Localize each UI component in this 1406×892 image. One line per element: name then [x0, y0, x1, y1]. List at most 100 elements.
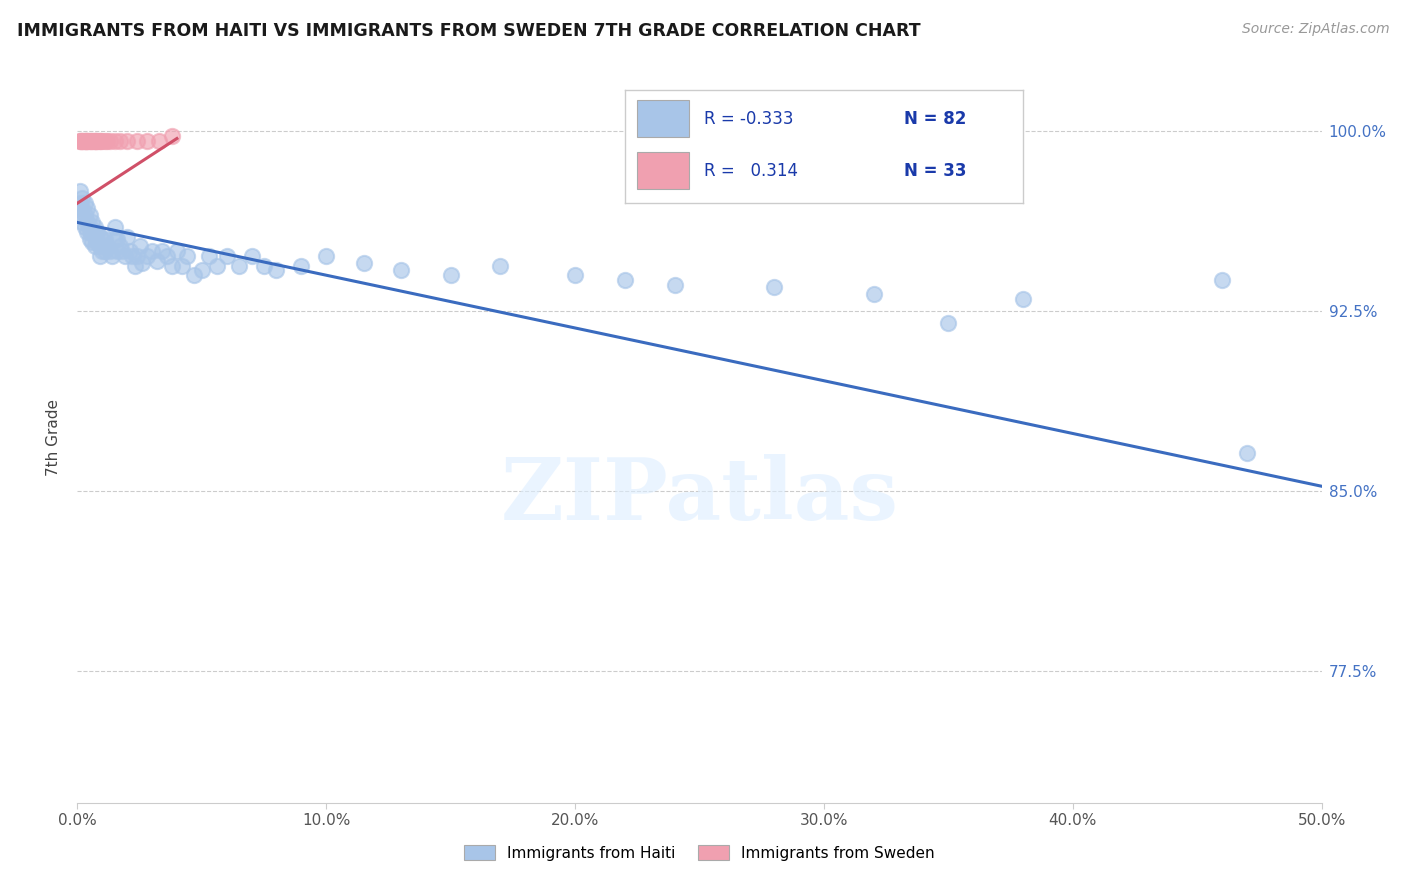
Y-axis label: 7th Grade: 7th Grade: [46, 399, 62, 475]
Point: [191, 263, 214, 277]
Point: [72, 201, 94, 215]
Point: [176, 249, 198, 263]
Point: [205, 259, 228, 273]
Point: [115, 230, 138, 244]
Text: ZIPatlas: ZIPatlas: [501, 454, 898, 538]
Point: [108, 134, 131, 148]
Point: [136, 134, 159, 148]
Point: [105, 244, 128, 259]
Point: [86, 134, 108, 148]
Point: [564, 268, 586, 283]
Point: [315, 249, 337, 263]
Point: [664, 277, 686, 292]
Legend: Immigrants from Haiti, Immigrants from Sweden: Immigrants from Haiti, Immigrants from S…: [457, 837, 942, 868]
Point: [166, 244, 188, 259]
Point: [76, 201, 98, 215]
Point: [862, 287, 884, 301]
Point: [1211, 273, 1233, 287]
Point: [150, 244, 173, 259]
Point: [83, 220, 105, 235]
Point: [489, 259, 512, 273]
Point: [125, 249, 148, 263]
Point: [89, 239, 111, 253]
Point: [79, 134, 101, 148]
Point: [125, 134, 148, 148]
Point: [72, 208, 94, 222]
Point: [1012, 292, 1035, 306]
Point: [111, 244, 134, 259]
Point: [228, 259, 250, 273]
Point: [72, 215, 94, 229]
Point: [115, 134, 138, 148]
Point: [76, 134, 98, 148]
Point: [89, 134, 111, 148]
Point: [253, 259, 276, 273]
Point: [82, 225, 104, 239]
Point: [240, 249, 263, 263]
Point: [98, 244, 121, 259]
Point: [69, 134, 91, 148]
Point: [104, 232, 127, 246]
Point: [76, 134, 98, 148]
Point: [170, 259, 193, 273]
Text: Source: ZipAtlas.com: Source: ZipAtlas.com: [1241, 22, 1389, 37]
Point: [108, 239, 131, 253]
Point: [69, 184, 91, 198]
Point: [82, 134, 104, 148]
Point: [124, 259, 146, 273]
Point: [72, 134, 94, 148]
Point: [89, 249, 111, 263]
Point: [83, 239, 105, 253]
Point: [83, 134, 105, 148]
Point: [73, 208, 96, 222]
Point: [146, 253, 169, 268]
Point: [79, 134, 101, 148]
Point: [91, 244, 114, 259]
Point: [91, 232, 114, 246]
Point: [136, 249, 159, 263]
Point: [439, 268, 461, 283]
Point: [266, 263, 288, 277]
Point: [93, 134, 115, 148]
Point: [131, 256, 153, 270]
Point: [76, 225, 98, 239]
Point: [72, 134, 94, 148]
Point: [215, 249, 238, 263]
Point: [76, 215, 98, 229]
Point: [105, 232, 128, 246]
Point: [118, 244, 141, 259]
Point: [96, 134, 118, 148]
Point: [763, 280, 786, 294]
Point: [86, 134, 108, 148]
Point: [389, 263, 412, 277]
Point: [79, 232, 101, 246]
Point: [73, 134, 96, 148]
Point: [69, 134, 91, 148]
Point: [114, 249, 136, 263]
Point: [82, 215, 104, 229]
Point: [148, 134, 170, 148]
Point: [73, 220, 96, 235]
Point: [104, 220, 127, 235]
Point: [86, 225, 108, 239]
Point: [73, 196, 96, 211]
Point: [73, 134, 96, 148]
Point: [936, 316, 959, 330]
Point: [83, 134, 105, 148]
Point: [89, 230, 111, 244]
Point: [183, 268, 205, 283]
Point: [141, 244, 163, 259]
Point: [104, 134, 127, 148]
Point: [1236, 445, 1258, 459]
Point: [93, 232, 115, 246]
Point: [96, 239, 118, 253]
Point: [290, 259, 312, 273]
Point: [98, 134, 121, 148]
Point: [93, 244, 115, 259]
Point: [198, 249, 221, 263]
Point: [73, 134, 96, 148]
Point: [82, 235, 104, 249]
Point: [79, 208, 101, 222]
Point: [72, 134, 94, 148]
Point: [83, 134, 105, 148]
